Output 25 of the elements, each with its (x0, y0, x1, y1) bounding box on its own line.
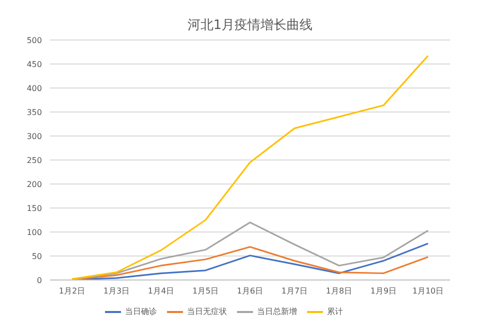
y-tick-label: 200 (26, 180, 42, 189)
y-tick-label: 350 (26, 108, 42, 117)
y-tick-label: 400 (26, 84, 42, 93)
x-tick-label: 1月6日 (236, 286, 264, 296)
x-tick-label: 1月2日 (58, 286, 86, 296)
chart-title: 河北1月疫情增长曲线 (186, 17, 314, 34)
legend-label: 当日无症状 (187, 307, 227, 316)
y-tick-label: 250 (26, 156, 42, 165)
y-tick-label: 300 (26, 132, 42, 141)
legend-label: 当日总新增 (257, 307, 297, 316)
legend-label: 累计 (327, 307, 343, 316)
x-tick-label: 1月3日 (103, 286, 130, 296)
legend-label: 当日确诊 (125, 307, 157, 316)
x-tick-label: 1月9日 (370, 286, 397, 296)
x-tick-label: 1月8日 (326, 286, 352, 296)
x-tick-label: 1月10日 (412, 286, 444, 296)
x-tick-label: 1月7日 (281, 286, 308, 296)
y-tick-label: 500 (26, 36, 42, 45)
y-tick-label: 150 (26, 204, 42, 213)
x-tick-label: 1月5日 (192, 286, 219, 296)
y-tick-label: 0 (36, 276, 42, 285)
y-tick-label: 50 (32, 252, 42, 261)
x-tick-label: 1月4日 (148, 286, 174, 296)
y-tick-label: 450 (26, 60, 42, 69)
y-tick-label: 100 (26, 228, 42, 237)
